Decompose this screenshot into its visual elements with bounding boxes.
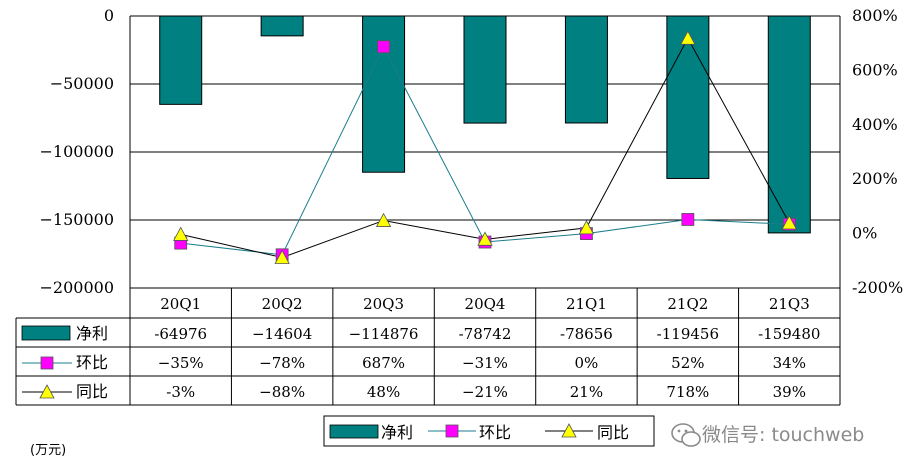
- legend-label: 净利: [381, 423, 413, 442]
- data-label: 21%: [570, 383, 603, 401]
- data-label: 34%: [773, 354, 806, 372]
- data-label: −35%: [158, 354, 204, 372]
- data-label: -159480: [758, 325, 820, 343]
- yoy-point: [173, 226, 189, 241]
- row-key-square: [40, 356, 54, 370]
- category-label: 20Q2: [262, 295, 303, 313]
- data-table: 20Q1 20Q2 20Q3 20Q4 21Q1 21Q2 21Q3 净利 -64976 −146…: [15, 287, 841, 406]
- data-label: 52%: [671, 354, 704, 372]
- category-label: 20Q4: [465, 295, 506, 313]
- yoy-point: [781, 215, 797, 230]
- legend-label: 同比: [597, 423, 629, 442]
- data-label: -119456: [657, 325, 719, 343]
- legend-key-square: [445, 424, 459, 438]
- bar-net-profit: [463, 15, 507, 124]
- y-left-tick-label: −100000: [40, 142, 114, 161]
- data-label: 687%: [362, 354, 405, 372]
- y-left-tick-label: −50000: [50, 74, 114, 93]
- y-right-tick-label: 200%: [852, 169, 898, 188]
- data-label: −14604: [252, 325, 312, 343]
- category-label: 21Q1: [566, 295, 607, 313]
- bar-net-profit: [767, 15, 811, 234]
- yoy-point: [375, 212, 392, 227]
- yoy-point: [274, 249, 290, 264]
- yoy-point: [680, 30, 696, 45]
- y-right-tick-label: 800%: [852, 6, 898, 25]
- bars: [159, 15, 811, 234]
- bar-net-profit: [260, 15, 304, 37]
- y-left-tick-label: −150000: [40, 210, 114, 229]
- qoq-point: [377, 40, 390, 54]
- qoq-point: [681, 213, 695, 226]
- data-label: −21%: [462, 383, 508, 401]
- data-label: −78%: [259, 354, 305, 372]
- watermark-text: 微信号: touchweb: [702, 424, 864, 446]
- data-label: -78656: [560, 325, 613, 343]
- axes: 0 −50000 −100000 −150000 −200000 800% 600% 400%…: [40, 6, 904, 297]
- category-label: 21Q3: [769, 295, 810, 313]
- data-label: 718%: [666, 383, 709, 401]
- row-key-triangle: [39, 384, 55, 399]
- data-label: 39%: [773, 383, 806, 401]
- data-label: −114876: [349, 325, 419, 343]
- data-label: −31%: [462, 354, 508, 372]
- data-label: −88%: [259, 383, 305, 401]
- y-right-tick-label: 400%: [852, 115, 898, 134]
- row-key-bar: [21, 325, 71, 341]
- yoy-point: [477, 231, 493, 246]
- data-label: -78742: [459, 325, 512, 343]
- watermark: 微信号: touchweb: [671, 423, 864, 447]
- bar-net-profit: [159, 15, 203, 105]
- wechat-icon: [671, 423, 701, 447]
- y-right-tick-label: 0%: [852, 224, 877, 243]
- row-label: 净利: [76, 324, 108, 343]
- unit-label: (万元): [30, 443, 66, 458]
- bar-net-profit: [362, 15, 406, 173]
- data-label: -64976: [154, 325, 207, 343]
- legend-key-bar: [329, 424, 379, 439]
- row-label: 同比: [76, 382, 108, 401]
- y-left-tick-label: 0: [104, 6, 114, 25]
- category-label: 20Q1: [160, 295, 201, 313]
- legend-key-triangle: [561, 423, 577, 438]
- category-label: 21Q2: [667, 295, 708, 313]
- legend-label: 环比: [479, 423, 511, 442]
- series-lines: [173, 30, 797, 264]
- legend: 净利 环比 同比: [323, 415, 655, 447]
- y-left-tick-label: −200000: [40, 278, 114, 297]
- y-right-tick-label: -200%: [852, 278, 903, 297]
- yoy-point: [578, 220, 595, 235]
- y-right-tick-label: 600%: [852, 60, 898, 79]
- row-label: 环比: [76, 353, 108, 372]
- bar-net-profit: [564, 15, 608, 124]
- data-label: 48%: [367, 383, 400, 401]
- data-label: -3%: [166, 383, 195, 401]
- legend-box: [323, 415, 655, 447]
- category-label: 20Q3: [363, 295, 404, 313]
- data-label: 0%: [575, 354, 599, 372]
